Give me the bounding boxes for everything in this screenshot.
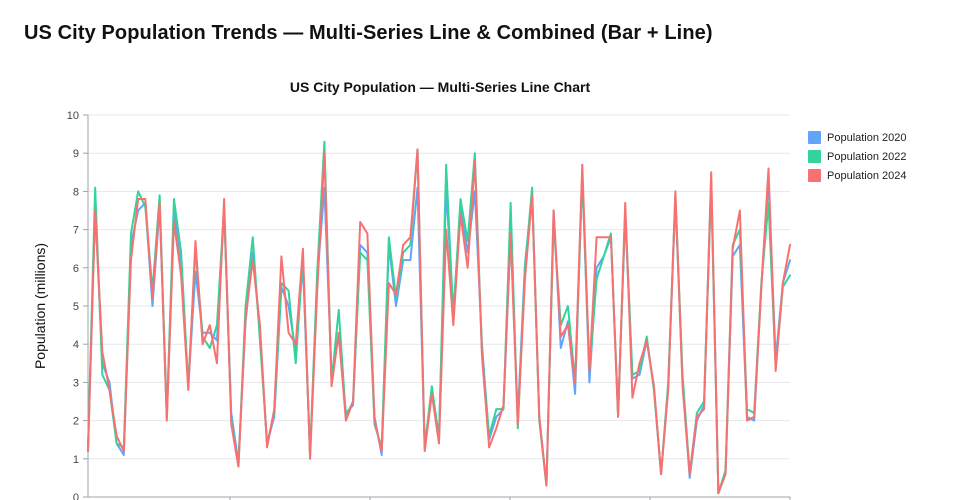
y-tick-label: 4 — [73, 339, 79, 351]
y-tick-label: 9 — [73, 148, 79, 160]
legend-item-2[interactable]: Population 2022 — [808, 147, 907, 166]
series-line-3 — [87, 148, 791, 495]
legend-label: Population 2024 — [827, 169, 907, 182]
legend-label: Population 2022 — [827, 150, 907, 163]
y-tick-label: 8 — [73, 186, 79, 198]
legend-swatch — [808, 150, 821, 163]
y-tick-label: 0 — [73, 492, 79, 500]
grid-lines — [88, 114, 790, 460]
legend-item-1[interactable]: Population 2020 — [808, 128, 907, 147]
legend-label: Population 2020 — [827, 131, 907, 144]
y-tick-label: 2 — [73, 416, 79, 428]
y-axis-label: Population (millions) — [32, 243, 48, 369]
legend-swatch — [808, 169, 821, 182]
page-title: US City Population Trends — Multi-Series… — [24, 22, 713, 44]
y-tick-label: 3 — [73, 377, 79, 389]
chart-title: US City Population — Multi-Series Line C… — [289, 79, 591, 95]
y-tick-label: 1 — [73, 454, 79, 466]
y-tick-labels: 0 1 2 3 4 5 6 7 8 9 10 — [67, 110, 79, 500]
y-tick-label: 5 — [73, 301, 79, 313]
series-line-1 — [87, 171, 791, 495]
legend-swatch — [808, 131, 821, 144]
axes — [83, 114, 791, 500]
y-tick-label: 10 — [67, 110, 79, 122]
legend: Population 2020 Population 2022 Population… — [808, 128, 907, 185]
y-tick-label: 7 — [73, 225, 79, 237]
legend-item-3[interactable]: Population 2024 — [808, 166, 907, 185]
y-tick-label: 6 — [73, 263, 79, 275]
series-lines — [87, 140, 791, 495]
